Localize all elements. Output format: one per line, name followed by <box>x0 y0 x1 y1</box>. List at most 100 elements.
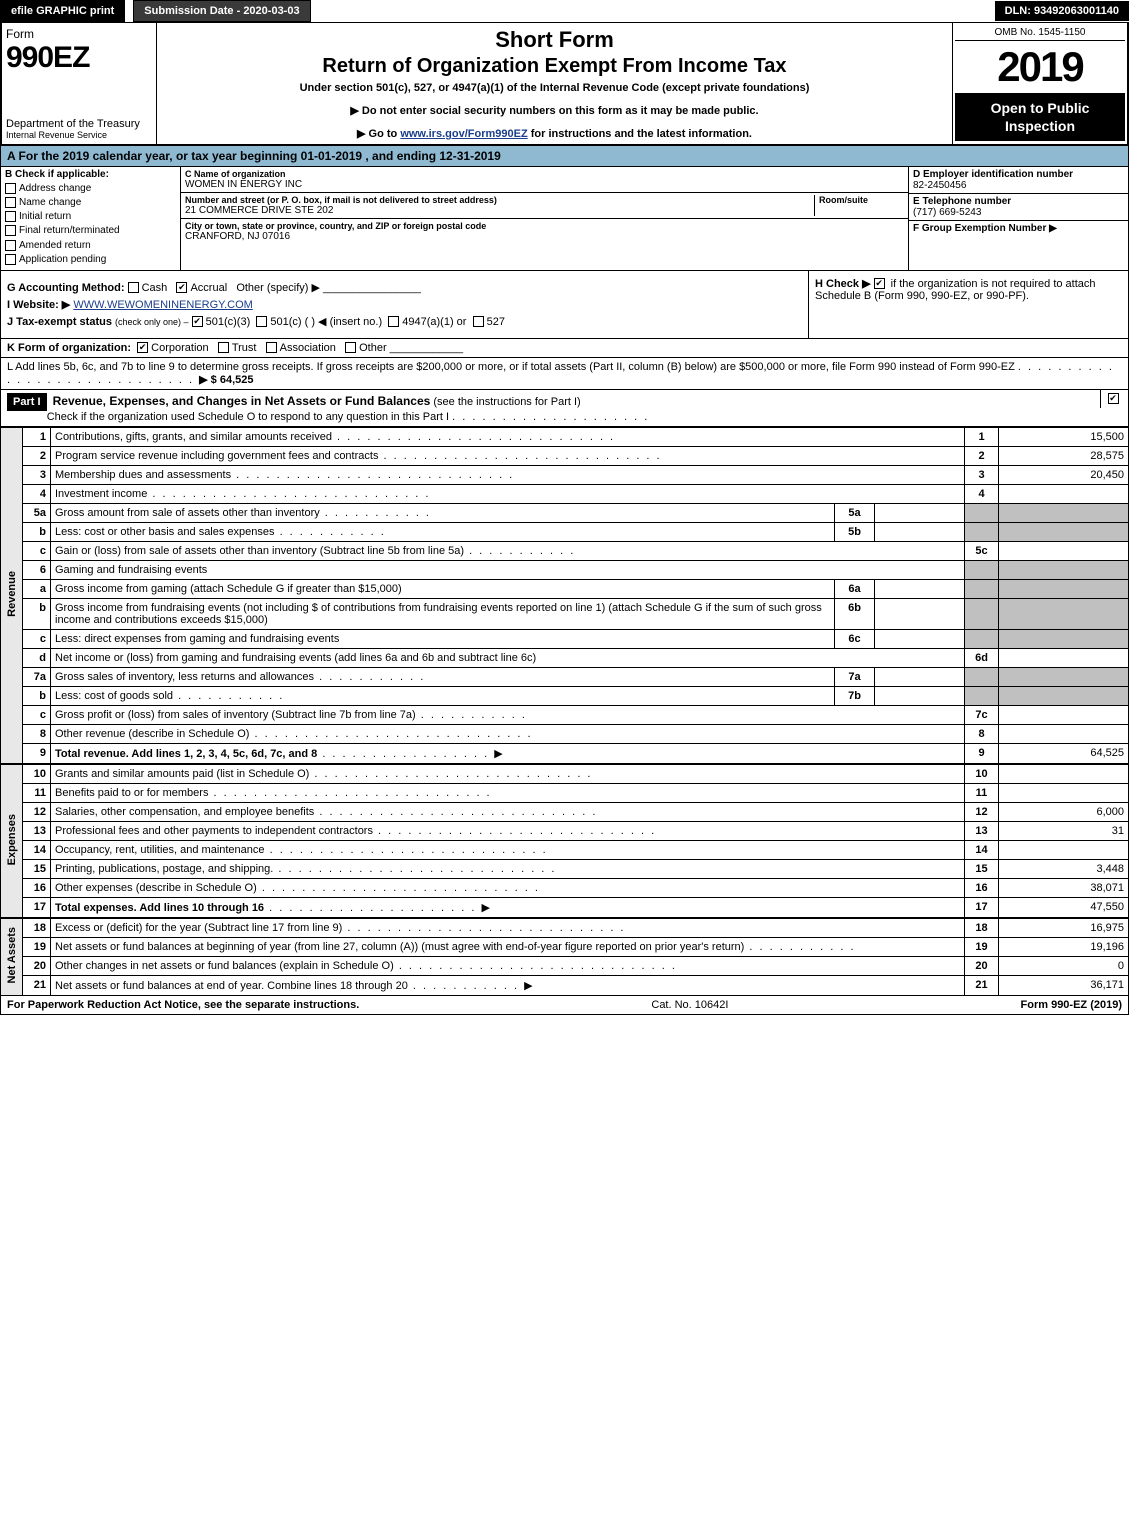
line-desc: Membership dues and assessments <box>51 465 965 484</box>
line-num: 20 <box>23 956 51 975</box>
grey-cell <box>965 560 999 579</box>
g-accrual-checkbox[interactable] <box>176 282 187 293</box>
grey-cell <box>999 579 1129 598</box>
form-header: Form 990EZ Department of the Treasury In… <box>0 23 1129 146</box>
b-name-change[interactable]: Name change <box>5 197 176 208</box>
line-desc: Occupancy, rent, utilities, and maintena… <box>51 840 965 859</box>
line-box: 7c <box>965 705 999 724</box>
b-amended-return[interactable]: Amended return <box>5 240 176 251</box>
sub-box: 5b <box>835 522 875 541</box>
line-value <box>999 705 1129 724</box>
org-city: CRANFORD, NJ 07016 <box>185 231 904 242</box>
b-application-pending[interactable]: Application pending <box>5 254 176 265</box>
k-trust-checkbox[interactable] <box>218 342 229 353</box>
h-checkbox[interactable] <box>874 278 885 289</box>
part1-scheduleO-checkbox[interactable] <box>1108 393 1119 404</box>
k-corp-checkbox[interactable] <box>137 342 148 353</box>
line-box: 9 <box>965 743 999 763</box>
line-desc: Net income or (loss) from gaming and fun… <box>51 648 965 667</box>
line-value <box>999 783 1129 802</box>
line-num: 9 <box>23 743 51 763</box>
revenue-side-label: Revenue <box>1 427 23 763</box>
line-desc: Investment income <box>51 484 965 503</box>
tax-year: 2019 <box>955 41 1125 93</box>
line-desc: Less: cost or other basis and sales expe… <box>51 522 835 541</box>
website-link[interactable]: WWW.WEWOMENINENERGY.COM <box>73 299 252 311</box>
line-value: 47,550 <box>999 897 1129 917</box>
form-version: Form 990-EZ (2019) <box>1021 999 1122 1011</box>
b-header: B Check if applicable: <box>5 169 176 180</box>
line-num: 5a <box>23 503 51 522</box>
dln-label: DLN: 93492063001140 <box>995 1 1129 21</box>
line-box: 20 <box>965 956 999 975</box>
efile-print-button[interactable]: efile GRAPHIC print <box>0 0 125 22</box>
line-box: 19 <box>965 937 999 956</box>
org-name: WOMEN IN ENERGY INC <box>185 179 904 190</box>
sub-value <box>875 667 965 686</box>
department-label: Department of the Treasury <box>6 118 152 130</box>
line-desc: Gross sales of inventory, less returns a… <box>51 667 835 686</box>
submission-date-button[interactable]: Submission Date - 2020-03-03 <box>133 0 310 22</box>
line-desc: Gross amount from sale of assets other t… <box>51 503 835 522</box>
grey-cell <box>965 629 999 648</box>
line-num: d <box>23 648 51 667</box>
j-527-checkbox[interactable] <box>473 316 484 327</box>
line-box: 4 <box>965 484 999 503</box>
d-ein-label: D Employer identification number <box>913 169 1124 180</box>
line-num: 8 <box>23 724 51 743</box>
line-box: 21 <box>965 975 999 995</box>
sub-box: 7b <box>835 686 875 705</box>
b-address-change[interactable]: Address change <box>5 183 176 194</box>
line-num: 11 <box>23 783 51 802</box>
j-501c3-checkbox[interactable] <box>192 316 203 327</box>
line-num: 21 <box>23 975 51 995</box>
line-value: 0 <box>999 956 1129 975</box>
line-value: 19,196 <box>999 937 1129 956</box>
under-section-text: Under section 501(c), 527, or 4947(a)(1)… <box>163 82 946 94</box>
line-desc: Gaming and fundraising events <box>51 560 965 579</box>
line-value: 38,071 <box>999 878 1129 897</box>
j-501c-checkbox[interactable] <box>256 316 267 327</box>
form-label: Form <box>6 27 152 41</box>
line-num: 18 <box>23 918 51 937</box>
j-tax-exempt: J Tax-exempt status (check only one) – 5… <box>7 315 802 328</box>
line-box: 15 <box>965 859 999 878</box>
line-value <box>999 648 1129 667</box>
page-footer: For Paperwork Reduction Act Notice, see … <box>0 996 1129 1015</box>
l-row: L Add lines 5b, 6c, and 7b to line 9 to … <box>0 358 1129 390</box>
line-num: b <box>23 598 51 629</box>
goto-link-line: ▶ Go to www.irs.gov/Form990EZ for instru… <box>163 127 946 140</box>
line-desc: Less: cost of goods sold <box>51 686 835 705</box>
g-cash-checkbox[interactable] <box>128 282 139 293</box>
line-num: a <box>23 579 51 598</box>
line-desc: Net assets or fund balances at end of ye… <box>51 975 965 995</box>
k-other-checkbox[interactable] <box>345 342 356 353</box>
line-num: 1 <box>23 427 51 446</box>
grey-cell <box>965 686 999 705</box>
f-group-label: F Group Exemption Number ▶ <box>913 223 1124 234</box>
line-desc: Excess or (deficit) for the year (Subtra… <box>51 918 965 937</box>
grey-cell <box>999 503 1129 522</box>
k-assoc-checkbox[interactable] <box>266 342 277 353</box>
line-desc: Total expenses. Add lines 10 through 16 … <box>51 897 965 917</box>
line-desc: Less: direct expenses from gaming and fu… <box>51 629 835 648</box>
j-4947-checkbox[interactable] <box>388 316 399 327</box>
line-value <box>999 724 1129 743</box>
line-box: 18 <box>965 918 999 937</box>
c-city-label: City or town, state or province, country… <box>185 221 904 231</box>
line-desc: Gain or (loss) from sale of assets other… <box>51 541 965 560</box>
b-initial-return[interactable]: Initial return <box>5 211 176 222</box>
i-website: I Website: ▶ WWW.WEWOMENINENERGY.COM <box>7 298 802 311</box>
main-title: Return of Organization Exempt From Incom… <box>163 55 946 78</box>
column-c: C Name of organization WOMEN IN ENERGY I… <box>181 167 908 270</box>
ssn-warning: ▶ Do not enter social security numbers o… <box>163 104 946 117</box>
line-num: 14 <box>23 840 51 859</box>
b-final-return[interactable]: Final return/terminated <box>5 225 176 236</box>
form-number: 990EZ <box>6 41 152 75</box>
line-num: 17 <box>23 897 51 917</box>
line-value <box>999 764 1129 783</box>
line-box: 16 <box>965 878 999 897</box>
line-box: 8 <box>965 724 999 743</box>
part1-header-row: Part I Revenue, Expenses, and Changes in… <box>0 390 1129 427</box>
irs-link[interactable]: www.irs.gov/Form990EZ <box>400 128 527 140</box>
